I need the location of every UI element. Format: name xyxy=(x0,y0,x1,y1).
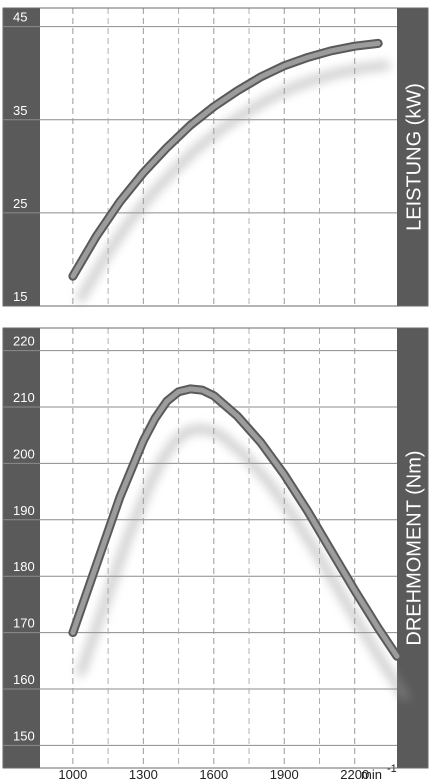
x-unit-label: min xyxy=(361,767,382,782)
x-tick-label: 1000 xyxy=(58,767,87,782)
y-tick-label: 15 xyxy=(13,289,27,304)
panel-frame xyxy=(2,7,429,307)
x-tick-label: 1900 xyxy=(270,767,299,782)
y-tick-label: 200 xyxy=(13,446,35,461)
y-tick-label: 170 xyxy=(13,616,35,631)
y-tick-label: 180 xyxy=(13,559,35,574)
x-tick-label: 2200 xyxy=(340,767,369,782)
y-tick-label: 150 xyxy=(13,728,35,743)
y-tick-label: 220 xyxy=(13,334,35,349)
x-tick-label: 1600 xyxy=(199,767,228,782)
y-tick-label: 160 xyxy=(13,672,35,687)
plot-area xyxy=(40,8,397,306)
y-axis-bar xyxy=(3,8,40,306)
y-tick-label: 35 xyxy=(13,103,27,118)
x-tick-label: 1300 xyxy=(129,767,158,782)
series-shadow xyxy=(76,424,409,701)
y-tick-label: 45 xyxy=(13,10,27,25)
y-axis-bar xyxy=(3,328,40,768)
y-tick-label: 25 xyxy=(13,196,27,211)
y-tick-label: 190 xyxy=(13,503,35,518)
series-line xyxy=(70,40,381,279)
label-bar xyxy=(397,8,428,306)
y-axis-title: DREHMOMENT (Nm) xyxy=(404,450,426,645)
y-tick-label: 210 xyxy=(13,390,35,405)
panel-frame xyxy=(2,327,429,769)
chart-panel-2: 150 160 170 180 190 200 210 220 DREHMOMENT (Nm) 1… xyxy=(2,327,429,782)
chart-panel-1: 15 25 35 45 LEISTUNG (kW) xyxy=(2,7,429,307)
series-line xyxy=(70,386,400,659)
x-unit-superscript: -1 xyxy=(387,763,397,775)
series-shadow xyxy=(76,61,391,303)
y-axis-title: LEISTUNG (kW) xyxy=(404,83,426,231)
